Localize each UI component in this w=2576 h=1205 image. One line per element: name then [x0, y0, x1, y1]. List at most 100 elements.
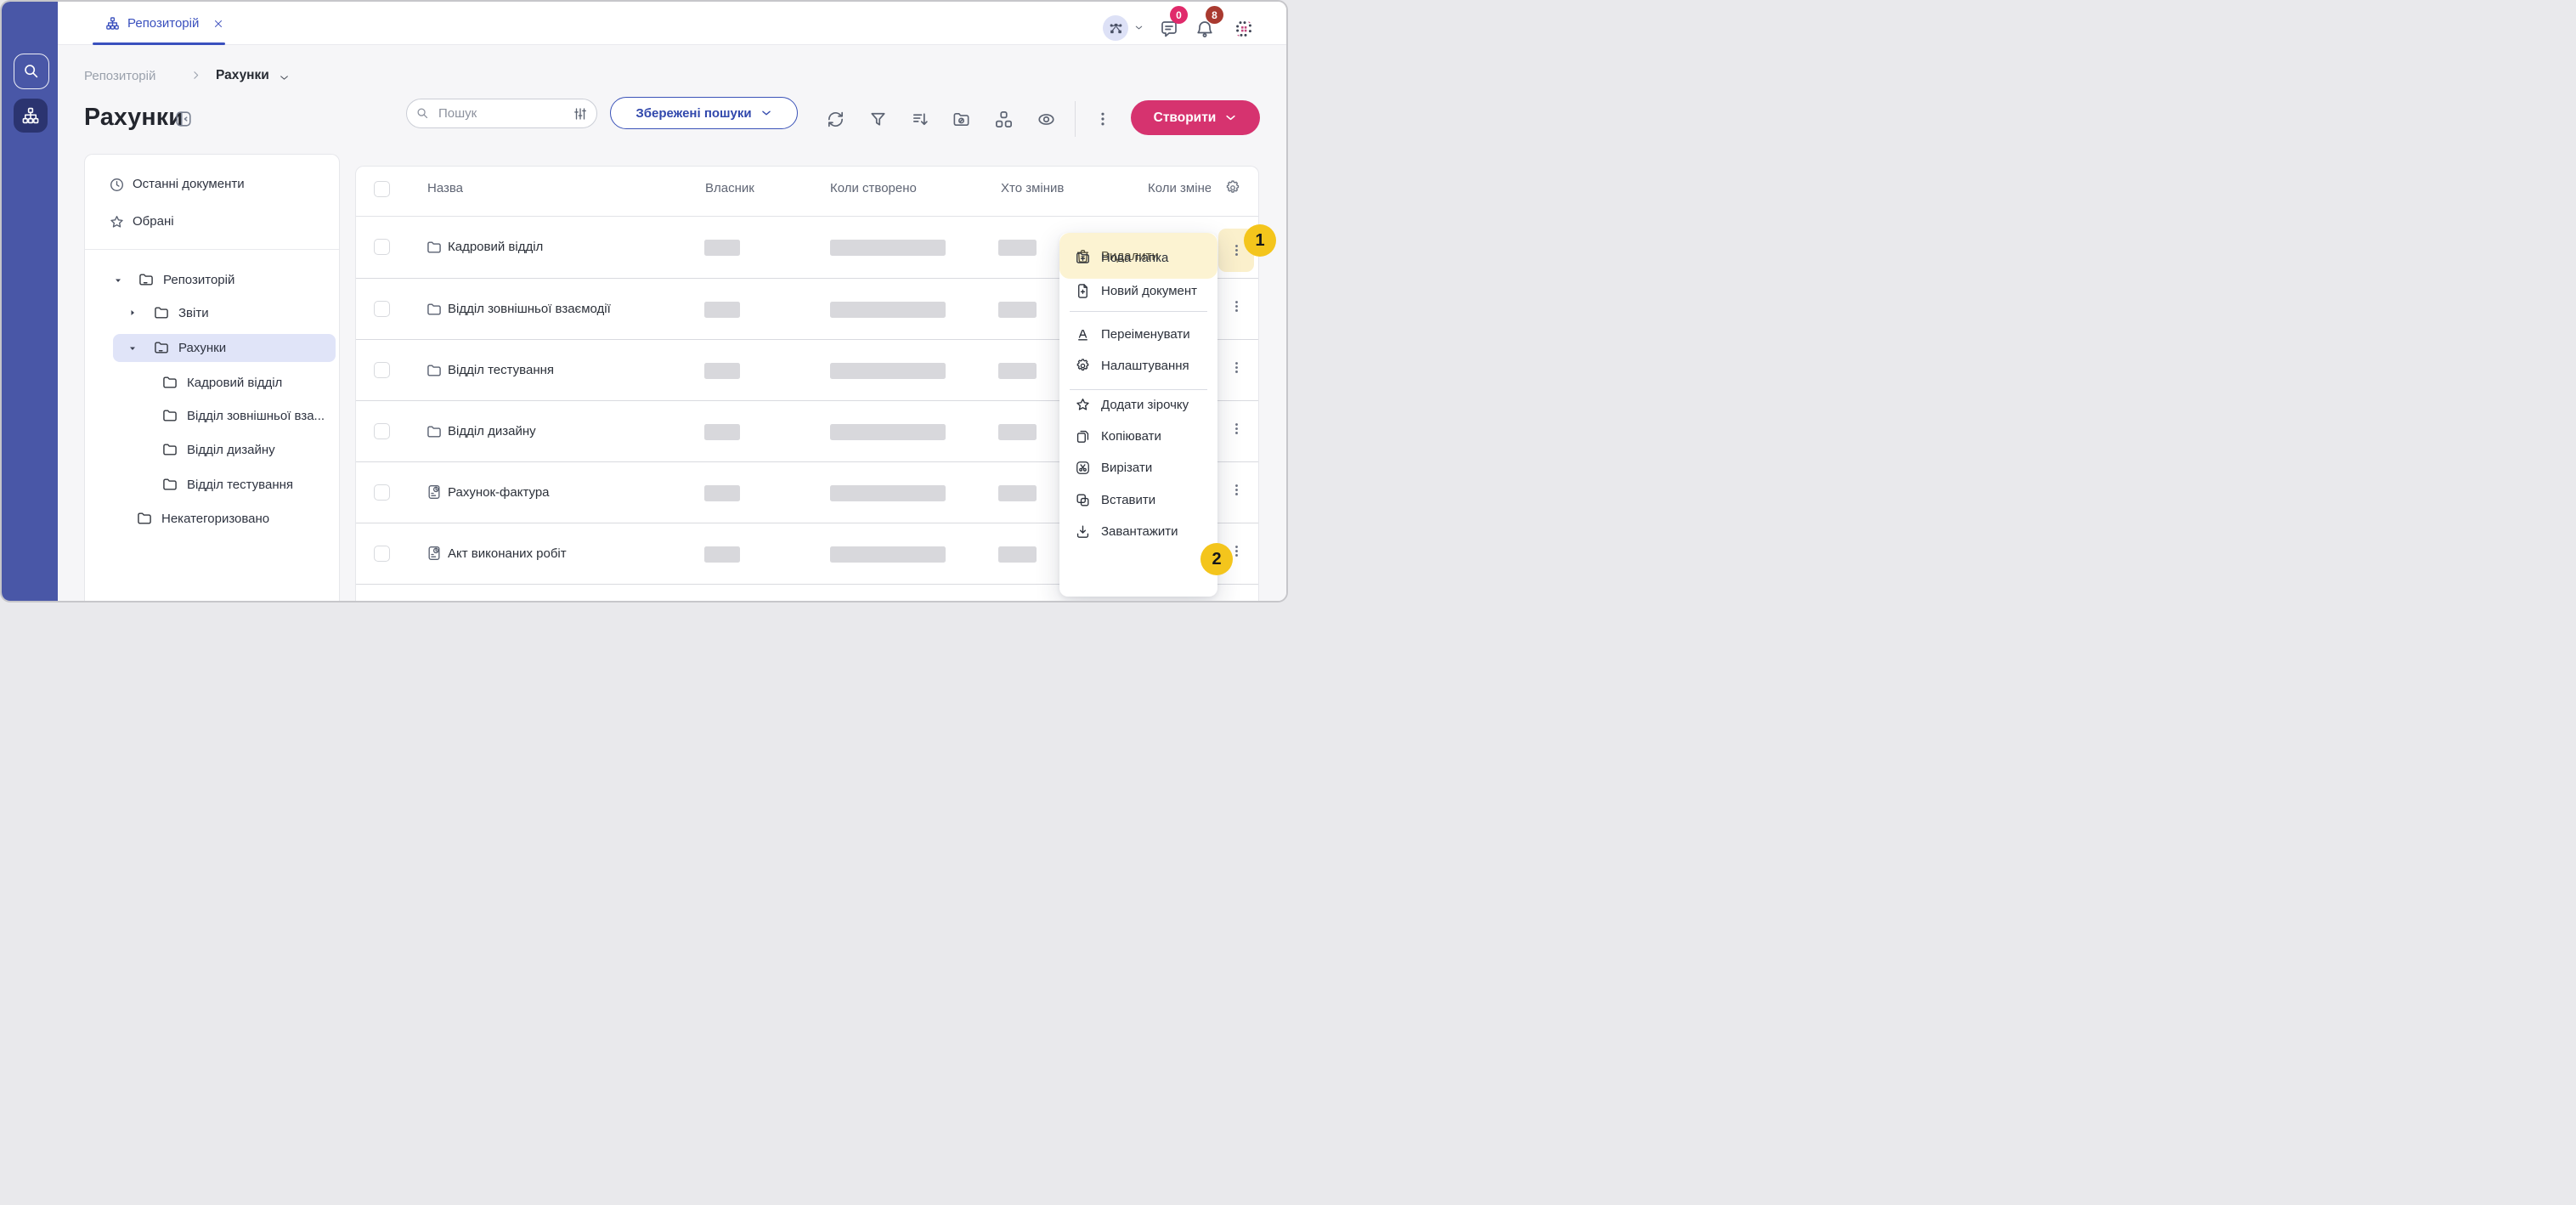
row-kebab-button[interactable] — [1229, 360, 1244, 375]
table-row[interactable]: Відділ тестування — [356, 340, 1258, 401]
apps-grid-button[interactable] — [1234, 19, 1254, 39]
column-header-modified-by[interactable]: Хто змінив — [1001, 181, 1065, 195]
row-name[interactable]: Рахунок-фактура — [448, 485, 550, 500]
rail-search-button[interactable] — [14, 54, 49, 89]
created-placeholder — [830, 485, 946, 501]
menu-item-cut[interactable]: Вирізати — [1059, 452, 1217, 484]
collapse-panel-icon[interactable] — [174, 110, 193, 128]
refresh-button[interactable] — [825, 109, 845, 129]
menu-item-new-document[interactable]: Новий документ — [1059, 275, 1217, 307]
close-icon[interactable] — [213, 19, 223, 29]
folder-icon — [161, 407, 178, 424]
eye-button[interactable] — [1036, 109, 1056, 129]
row-name[interactable]: Відділ зовнішньої взаємодії — [448, 302, 611, 316]
table-settings-gear-icon[interactable] — [1224, 179, 1241, 196]
menu-item-label: Вставити — [1101, 493, 1156, 507]
folder-icon — [161, 374, 178, 391]
rename-icon — [1075, 326, 1091, 342]
search-input[interactable] — [437, 105, 566, 122]
row-checkbox[interactable] — [374, 484, 390, 501]
menu-item-rename[interactable]: Переіменувати — [1059, 319, 1217, 350]
create-button[interactable]: Створити — [1131, 100, 1260, 135]
rail-repository-button[interactable] — [14, 99, 48, 133]
menu-divider — [1070, 389, 1207, 390]
sidebar-item-recent[interactable]: Останні документи — [133, 177, 245, 191]
menu-item-settings[interactable]: Налаштування — [1059, 350, 1217, 382]
folder-status-button[interactable] — [951, 109, 971, 129]
column-header-owner[interactable]: Власник — [705, 181, 754, 195]
blocks-button[interactable] — [993, 109, 1014, 129]
tree-item-testing[interactable]: Відділ тестування — [187, 478, 294, 492]
caret-right-icon[interactable] — [127, 308, 138, 318]
table-row[interactable]: Рахунок-фактура — [356, 462, 1258, 523]
select-all-checkbox[interactable] — [374, 181, 390, 197]
row-checkbox[interactable] — [374, 423, 390, 439]
tree-item-hr[interactable]: Кадровий відділ — [187, 376, 283, 390]
row-checkbox[interactable] — [374, 301, 390, 317]
tree-item-invoices-selected[interactable] — [113, 334, 336, 362]
column-header-name[interactable]: Назва — [427, 181, 464, 195]
menu-item-download[interactable]: Завантажити — [1059, 516, 1217, 547]
modified-by-placeholder — [998, 546, 1037, 563]
active-tab-indicator — [93, 42, 225, 45]
column-header-created[interactable]: Коли створено — [830, 181, 917, 195]
row-name[interactable]: Відділ дизайну — [448, 424, 536, 438]
menu-item-paste[interactable]: Вставити — [1059, 484, 1217, 516]
row-kebab-button[interactable] — [1229, 483, 1244, 497]
row-name[interactable]: Відділ тестування — [448, 363, 555, 377]
saved-searches-button[interactable]: Збережені пошуки — [610, 97, 798, 129]
folder-icon — [426, 423, 443, 440]
tree-item-external[interactable]: Відділ зовнішньої вза... — [187, 409, 325, 423]
search-icon — [22, 62, 41, 81]
star-icon — [1075, 397, 1091, 413]
row-divider — [356, 339, 1258, 340]
breadcrumb-root[interactable]: Репозиторій — [84, 69, 156, 83]
menu-item-delete[interactable]: Видалити — [1059, 233, 1217, 279]
row-checkbox[interactable] — [374, 546, 390, 562]
folder-icon — [161, 441, 178, 458]
menu-item-label: Видалити — [1101, 248, 1159, 263]
tree-item-repository[interactable]: Репозиторій — [163, 273, 235, 287]
notifications-button[interactable] — [1195, 19, 1215, 39]
menu-item-label: Нова папка — [1101, 251, 1169, 265]
menu-item-label: Новий документ — [1101, 284, 1198, 298]
row-kebab-button[interactable] — [1229, 421, 1244, 436]
tab-repository[interactable]: Репозиторій — [105, 16, 223, 31]
row-checkbox[interactable] — [374, 362, 390, 378]
row-kebab-button[interactable] — [1229, 299, 1244, 314]
menu-item-new-folder[interactable]: Нова папка — [1059, 242, 1217, 274]
folder-plus-icon — [1075, 250, 1091, 266]
modified-by-placeholder — [998, 485, 1037, 501]
row-kebab-button[interactable] — [1229, 544, 1244, 558]
toolbar-divider — [1075, 101, 1076, 137]
column-header-modified[interactable]: Коли зміне — [1148, 181, 1211, 195]
avatar[interactable] — [1103, 15, 1128, 41]
menu-item-label: Копіювати — [1101, 429, 1161, 444]
tree-item-reports[interactable]: Звіти — [178, 306, 209, 320]
filter-sliders-icon[interactable] — [573, 106, 588, 122]
messages-button[interactable] — [1159, 19, 1179, 39]
chevron-down-icon[interactable] — [279, 72, 290, 83]
caret-down-icon[interactable] — [113, 275, 123, 286]
menu-item-label: Додати зірочку — [1101, 398, 1189, 412]
more-actions-button[interactable] — [1093, 109, 1113, 129]
row-name[interactable]: Кадровий відділ — [448, 240, 544, 254]
table-row[interactable]: Кадровий відділ — [356, 217, 1258, 278]
breadcrumb-current[interactable]: Рахунки — [216, 68, 269, 82]
sort-button[interactable] — [910, 109, 930, 129]
search-icon — [415, 106, 430, 121]
sidebar-item-favorites[interactable]: Обрані — [133, 214, 174, 229]
filter-button[interactable] — [867, 109, 888, 129]
tree-item-design[interactable]: Відділ дизайну — [187, 443, 275, 457]
folder-icon — [426, 362, 443, 379]
tree-item-uncategorized[interactable]: Некатегоризовано — [161, 512, 270, 526]
row-checkbox[interactable] — [374, 239, 390, 255]
menu-item-copy[interactable]: Копіювати — [1059, 421, 1217, 452]
chevron-down-icon[interactable] — [1134, 23, 1144, 32]
sitemap-icon — [21, 106, 40, 125]
caret-down-icon[interactable] — [127, 343, 138, 354]
row-name[interactable]: Акт виконаних робіт — [448, 546, 567, 561]
menu-item-add-star[interactable]: Додати зірочку — [1059, 389, 1217, 421]
folder-open-icon — [138, 271, 155, 288]
star-icon — [109, 214, 125, 230]
